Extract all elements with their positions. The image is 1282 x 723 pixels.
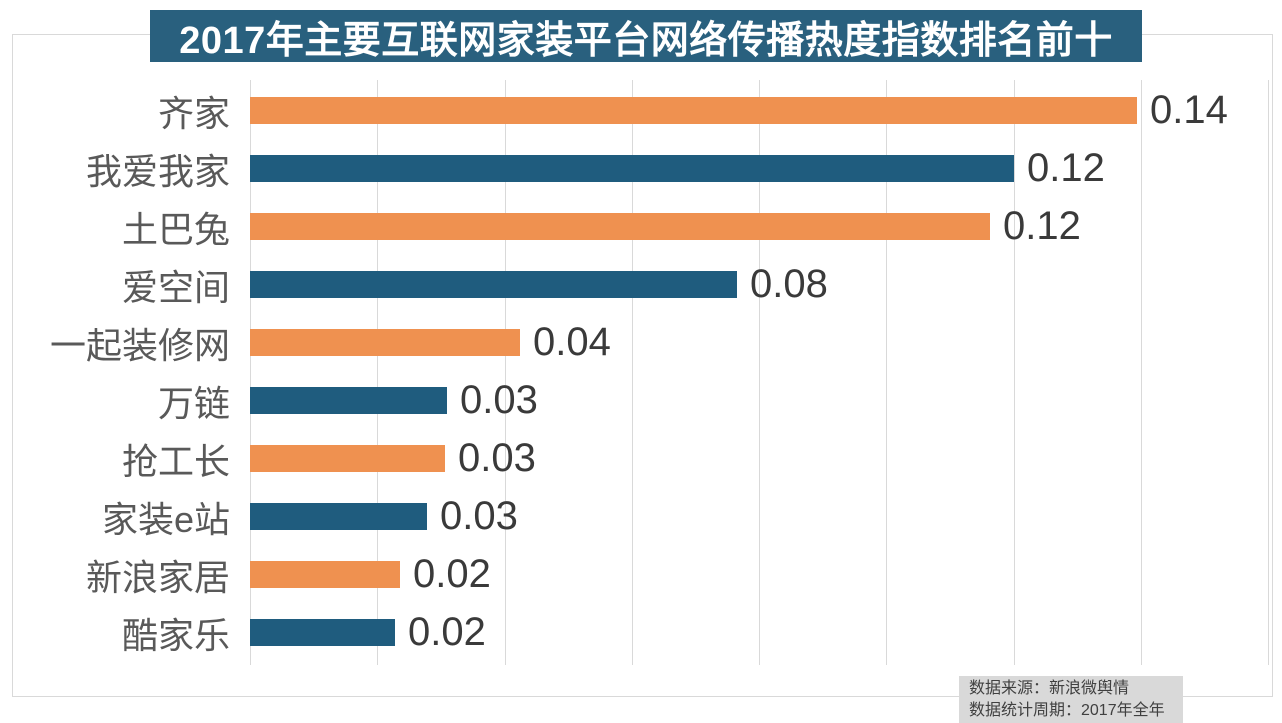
bar	[250, 445, 445, 472]
value-label: 0.02	[408, 610, 486, 654]
chart-row: 家装e站 0.03	[0, 494, 1282, 540]
category-label: 家装e站	[101, 498, 230, 540]
chart-row: 新浪家居 0.02	[0, 552, 1282, 598]
value-label: 0.14	[1150, 88, 1228, 132]
bar	[250, 213, 990, 240]
category-label: 新浪家居	[85, 556, 230, 598]
value-label: 0.12	[1027, 146, 1105, 190]
bar	[250, 97, 1137, 124]
gridline	[759, 80, 760, 665]
chart-title-banner: 2017年主要互联网家装平台网络传播热度指数排名前十	[150, 10, 1142, 62]
gridline	[250, 80, 251, 665]
plot-area	[250, 80, 1269, 665]
category-label: 抢工长	[121, 440, 230, 482]
gridline	[377, 80, 379, 665]
category-label: 齐家	[157, 92, 230, 134]
value-label: 0.02	[413, 552, 491, 596]
value-label: 0.12	[1003, 204, 1081, 248]
category-label: 酷家乐	[121, 614, 230, 656]
bar	[250, 329, 520, 356]
category-label: 万链	[157, 382, 230, 424]
gridline	[631, 80, 633, 665]
chart-row: 齐家 0.14	[0, 88, 1282, 134]
bar	[250, 387, 447, 414]
bar	[250, 561, 400, 588]
category-label: 爱空间	[121, 266, 230, 308]
bar	[250, 155, 1014, 182]
bar	[250, 503, 427, 530]
chart-row: 酷家乐 0.02	[0, 610, 1282, 656]
gridline	[1140, 80, 1142, 665]
chart-row: 我爱我家 0.12	[0, 146, 1282, 192]
gridline	[504, 80, 506, 665]
bar	[250, 271, 737, 298]
category-label: 我爱我家	[85, 150, 230, 192]
gridline	[1268, 80, 1269, 665]
chart-row: 土巴兔 0.12	[0, 204, 1282, 250]
chart-row: 抢工长 0.03	[0, 436, 1282, 482]
bar	[250, 619, 395, 646]
chart-row: 一起装修网 0.04	[0, 320, 1282, 366]
chart-row: 万链 0.03	[0, 378, 1282, 424]
value-label: 0.08	[750, 262, 828, 306]
category-label: 土巴兔	[121, 208, 230, 250]
value-label: 0.03	[440, 494, 518, 538]
category-label: 一起装修网	[49, 324, 230, 366]
period-line: 数据统计周期：2017年全年	[969, 702, 1165, 719]
chart-row: 爱空间 0.08	[0, 262, 1282, 308]
gridline	[886, 80, 888, 665]
value-label: 0.03	[460, 378, 538, 422]
source-line: 数据来源：新浪微舆情	[969, 680, 1130, 697]
gridline	[1013, 80, 1015, 665]
chart-title: 2017年主要互联网家装平台网络传播热度指数排名前十	[179, 19, 1113, 62]
value-label: 0.04	[533, 320, 611, 364]
value-label: 0.03	[458, 436, 536, 480]
data-source-note: 数据来源：新浪微舆情 数据统计周期：2017年全年	[959, 676, 1183, 723]
